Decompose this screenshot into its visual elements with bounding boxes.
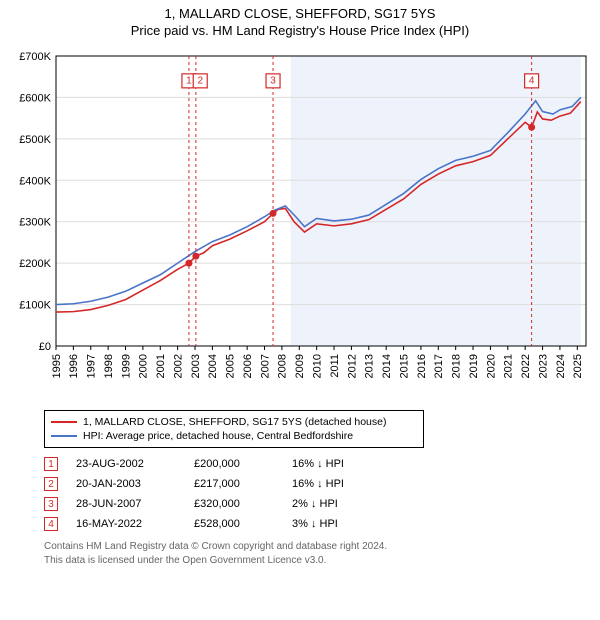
sale-flag-number: 3: [270, 75, 276, 86]
y-tick-label: £500K: [19, 134, 51, 146]
sale-flag-number: 4: [529, 75, 535, 86]
transaction-index: 2: [44, 477, 58, 491]
transaction-price: £320,000: [194, 498, 274, 510]
footer-line-1: Contains HM Land Registry data © Crown c…: [44, 540, 590, 554]
legend-label: 1, MALLARD CLOSE, SHEFFORD, SG17 5YS (de…: [83, 416, 386, 428]
y-tick-label: £700K: [19, 51, 51, 63]
legend-label: HPI: Average price, detached house, Cent…: [83, 430, 353, 442]
x-tick-label: 2023: [537, 354, 549, 378]
x-tick-label: 2016: [416, 354, 428, 378]
transaction-index: 4: [44, 517, 58, 531]
transaction-price: £217,000: [194, 478, 274, 490]
sale-dot: [192, 253, 199, 260]
y-tick-label: £200K: [19, 258, 51, 270]
x-tick-label: 2014: [381, 354, 393, 378]
title-line-2: Price paid vs. HM Land Registry's House …: [0, 23, 600, 38]
transaction-date: 28-JUN-2007: [76, 498, 176, 510]
legend-swatch: [51, 435, 77, 437]
x-tick-label: 2015: [398, 354, 410, 378]
y-tick-label: £600K: [19, 92, 51, 104]
legend-row: HPI: Average price, detached house, Cent…: [51, 429, 417, 443]
x-tick-label: 2010: [312, 354, 324, 378]
x-tick-label: 2000: [138, 354, 150, 378]
transaction-date: 23-AUG-2002: [76, 458, 176, 470]
x-tick-label: 2007: [259, 354, 271, 378]
footer: Contains HM Land Registry data © Crown c…: [44, 540, 590, 567]
sale-flag-number: 1: [186, 75, 192, 86]
transaction-row: 3 28-JUN-2007 £320,000 2% ↓ HPI: [44, 494, 590, 514]
legend-row: 1, MALLARD CLOSE, SHEFFORD, SG17 5YS (de…: [51, 415, 417, 429]
x-tick-label: 2005: [225, 354, 237, 378]
transaction-index: 1: [44, 457, 58, 471]
x-tick-label: 1995: [51, 354, 63, 378]
transaction-row: 2 20-JAN-2003 £217,000 16% ↓ HPI: [44, 474, 590, 494]
y-tick-label: £400K: [19, 175, 51, 187]
transaction-date: 20-JAN-2003: [76, 478, 176, 490]
chart-area: £0 £100K £200K £300K £400K £500K £600K £700K 199…: [10, 46, 590, 406]
x-tick-label: 2018: [451, 354, 463, 378]
x-tick-label: 2013: [364, 354, 376, 378]
page-root: 1, MALLARD CLOSE, SHEFFORD, SG17 5YS Pri…: [0, 0, 600, 620]
transaction-diff: 3% ↓ HPI: [292, 518, 382, 530]
x-tick-label: 2019: [468, 354, 480, 378]
title-block: 1, MALLARD CLOSE, SHEFFORD, SG17 5YS Pri…: [0, 0, 600, 38]
sale-flag-number: 2: [197, 75, 203, 86]
footer-line-2: This data is licensed under the Open Gov…: [44, 554, 590, 568]
x-tick-label: 2021: [503, 354, 515, 378]
legend: 1, MALLARD CLOSE, SHEFFORD, SG17 5YS (de…: [44, 410, 424, 448]
transaction-index: 3: [44, 497, 58, 511]
transactions-table: 1 23-AUG-2002 £200,000 16% ↓ HPI 2 20-JAN-200…: [44, 454, 590, 534]
legend-swatch: [51, 421, 77, 423]
sale-dot: [270, 210, 277, 217]
title-line-1: 1, MALLARD CLOSE, SHEFFORD, SG17 5YS: [0, 6, 600, 21]
x-tick-label: 1997: [86, 354, 98, 378]
x-tick-label: 2025: [572, 354, 584, 378]
transaction-date: 16-MAY-2022: [76, 518, 176, 530]
x-tick-label: 2009: [294, 354, 306, 378]
x-tick-label: 2012: [346, 354, 358, 378]
x-tick-label: 2003: [190, 354, 202, 378]
x-tick-label: 2017: [433, 354, 445, 378]
transaction-price: £200,000: [194, 458, 274, 470]
x-tick-label: 2001: [155, 354, 167, 378]
transaction-diff: 2% ↓ HPI: [292, 498, 382, 510]
transaction-row: 1 23-AUG-2002 £200,000 16% ↓ HPI: [44, 454, 590, 474]
x-tick-label: 2006: [242, 354, 254, 378]
x-tick-label: 1999: [120, 354, 132, 378]
y-tick-label: £300K: [19, 217, 51, 229]
x-tick-label: 2002: [172, 354, 184, 378]
transaction-diff: 16% ↓ HPI: [292, 458, 382, 470]
x-tick-label: 1996: [68, 354, 80, 378]
y-tick-label: £100K: [19, 300, 51, 312]
sale-dot: [528, 124, 535, 131]
transaction-row: 4 16-MAY-2022 £528,000 3% ↓ HPI: [44, 514, 590, 534]
x-tick-label: 1998: [103, 354, 115, 378]
x-tick-label: 2020: [485, 354, 497, 378]
transaction-price: £528,000: [194, 518, 274, 530]
x-tick-label: 2024: [555, 354, 567, 378]
x-tick-label: 2011: [329, 354, 341, 378]
x-tick-label: 2004: [207, 354, 219, 378]
hpi-shaded-band: [291, 56, 581, 346]
chart-svg: £0 £100K £200K £300K £400K £500K £600K £700K 199…: [10, 46, 590, 406]
transaction-diff: 16% ↓ HPI: [292, 478, 382, 490]
sale-dot: [185, 260, 192, 267]
y-tick-label: £0: [39, 341, 51, 353]
x-tick-label: 2022: [520, 354, 532, 378]
x-tick-label: 2008: [277, 354, 289, 378]
